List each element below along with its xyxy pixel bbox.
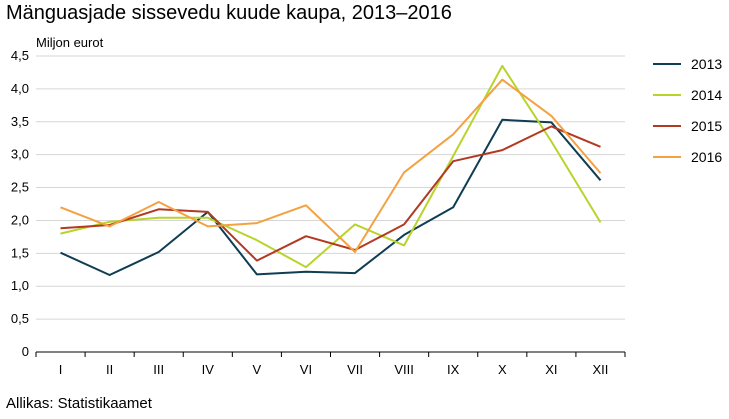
x-tick-label: I xyxy=(59,362,63,377)
y-axis-label: Miljon eurot xyxy=(36,35,104,50)
y-tick-labels: 0 0,5 1,0 1,5 2,0 2,5 3,0 3,5 4,0 4,5 xyxy=(11,48,29,359)
y-tick-label: 0 xyxy=(22,344,29,359)
x-tick-label: VI xyxy=(300,362,312,377)
x-tick-label: XII xyxy=(593,362,609,377)
series-line-2014 xyxy=(60,64,602,269)
x-tick-label: IV xyxy=(202,362,215,377)
y-tick-label: 2,5 xyxy=(11,180,29,195)
y-tick-label: 4,5 xyxy=(11,48,29,63)
x-tick-label: III xyxy=(153,362,164,377)
legend-label-2014: 2014 xyxy=(691,87,722,103)
y-tick-label: 2,0 xyxy=(11,212,29,227)
y-tick-label: 3,5 xyxy=(11,114,29,129)
series-line-2013 xyxy=(60,118,602,276)
series-line-2015 xyxy=(60,125,601,262)
x-tick-label: II xyxy=(106,362,113,377)
legend-label-2015: 2015 xyxy=(691,118,722,134)
chart-title: Mänguasjade sissevedu kuude kaupa, 2013–… xyxy=(6,2,452,24)
y-tick-label: 3,0 xyxy=(11,147,29,162)
series-line-2016 xyxy=(60,78,602,253)
legend: 2013 2014 2015 2016 xyxy=(653,56,722,165)
gridlines xyxy=(36,55,625,353)
series-lines xyxy=(60,64,602,276)
y-tick-label: 1,0 xyxy=(11,278,29,293)
x-tick-label: X xyxy=(498,362,507,377)
legend-label-2013: 2013 xyxy=(691,56,722,72)
legend-label-2016: 2016 xyxy=(691,149,722,165)
y-tick-label: 0,5 xyxy=(11,311,29,326)
x-tick-label: V xyxy=(253,362,262,377)
x-tick-label: XI xyxy=(545,362,557,377)
x-tick-labels: I II III IV V VI VII VIII IX X XI XII xyxy=(35,352,626,377)
x-tick-label: VIII xyxy=(394,362,414,377)
x-tick-label: VII xyxy=(347,362,363,377)
x-tick-label: IX xyxy=(447,362,460,377)
y-tick-label: 4,0 xyxy=(11,81,29,96)
y-tick-label: 1,5 xyxy=(11,245,29,260)
source-note: Allikas: Statistikaamet xyxy=(6,395,152,412)
